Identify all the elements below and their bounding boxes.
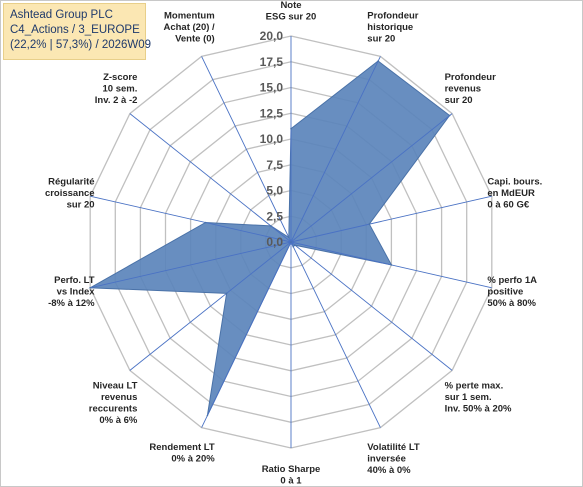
- data-point-11: [204, 221, 207, 224]
- axis-label-5: % perte max. sur 1 sem. Inv. 50% à 20%: [445, 380, 512, 414]
- data-point-0: [290, 127, 292, 130]
- tick-label-5: 12,5: [260, 106, 284, 120]
- axis-label-6-line-0: Volatilité LT: [367, 442, 420, 453]
- spoke-5: [290, 241, 453, 371]
- tick-label-8: 20,0: [260, 29, 284, 43]
- axis-label-0-line-0: Note: [280, 0, 301, 11]
- axis-label-4-line-1: positive: [487, 287, 523, 298]
- axis-label-4-line-2: 50% à 80%: [487, 298, 536, 309]
- spoke-11: [90, 195, 292, 243]
- axis-label-5-line-1: sur 1 sem.: [445, 392, 492, 403]
- axis-label-6: Volatilité LT inversée 40% à 0%: [367, 442, 420, 476]
- axis-label-9: Niveau LT revenus reccurents 0% à 6%: [89, 380, 138, 426]
- axis-label-4: % perfo 1A positive 50% à 80%: [487, 275, 537, 309]
- axis-label-1-line-1: historique: [367, 22, 413, 33]
- axis-label-9-line-2: reccurents: [89, 403, 138, 414]
- axis-label-5-line-2: Inv. 50% à 20%: [445, 403, 512, 414]
- axis-label-11: Régularité croissance sur 20: [45, 176, 95, 210]
- axis-label-11-line-1: croissance: [45, 188, 95, 199]
- axis-label-0-line-1: ESG sur 20: [266, 12, 317, 23]
- spoke-13: [201, 56, 292, 243]
- axis-label-7-line-1: 0 à 1: [280, 476, 302, 487]
- spoke-12: [129, 113, 292, 243]
- axis-label-3-line-2: 0 à 60 G€: [487, 199, 529, 210]
- axis-label-1-line-2: sur 20: [367, 34, 395, 45]
- axis-label-2-line-1: revenus: [445, 84, 481, 95]
- axis-label-4-line-0: % perfo 1A: [487, 275, 537, 286]
- spoke-10: [90, 241, 292, 289]
- axis-label-12-line-1: 10 sem.: [103, 84, 138, 95]
- axis-label-2: Profondeur revenus sur 20: [445, 72, 496, 106]
- tick-label-7: 17,5: [260, 55, 284, 69]
- data-point-6: [292, 245, 295, 248]
- axis-label-9-line-1: revenus: [101, 392, 137, 403]
- axis-label-8-line-1: 0% à 20%: [171, 454, 215, 465]
- data-point-1: [377, 60, 379, 62]
- axis-label-13-line-1: Achat (20) /: [163, 22, 215, 33]
- tick-label-0: 0,0: [266, 235, 283, 249]
- axis-label-12-line-2: Inv. 2 à -2: [95, 95, 138, 106]
- data-point-8: [206, 414, 209, 417]
- data-point-2: [448, 114, 451, 117]
- axis-label-6-line-2: 40% à 0%: [367, 465, 411, 476]
- tick-label-3: 7,5: [266, 158, 283, 172]
- data-point-10: [89, 287, 91, 289]
- axis-label-8-line-0: Rendement LT: [149, 442, 214, 453]
- spoke-1: [290, 56, 381, 243]
- tick-label-2: 5,0: [266, 184, 283, 198]
- axis-label-9-line-3: 0% à 6%: [99, 415, 138, 426]
- axis-label-13-line-2: Vente (0): [175, 34, 215, 45]
- axis-label-2-line-0: Profondeur: [445, 72, 496, 83]
- axis-label-11-line-2: sur 20: [67, 199, 95, 210]
- axis-label-3-line-1: en MdEUR: [487, 188, 535, 199]
- spoke-2: [290, 113, 453, 243]
- header-box: Ashtead Group PLC C4_Actions / 3_EUROPE …: [3, 3, 152, 60]
- axis-label-7: Ratio Sharpe 0 à 1: [262, 464, 321, 487]
- axis-label-12: Z-score 10 sem. Inv. 2 à -2: [95, 72, 138, 106]
- axis-label-1-line-0: Profondeur: [367, 11, 418, 22]
- data-point-12: [270, 225, 272, 227]
- axis-label-2-line-2: sur 20: [445, 95, 473, 106]
- axis-label-11-line-0: Régularité: [48, 176, 94, 187]
- spoke-9: [129, 241, 292, 371]
- axis-label-3: Capi. bours. en MdEUR 0 à 60 G€: [487, 176, 542, 210]
- data-point-7: [290, 241, 292, 243]
- spoke-3: [290, 195, 492, 243]
- axis-label-0: Note ESG sur 20: [266, 0, 317, 23]
- tick-label-1: 2,5: [266, 209, 283, 223]
- spoke-8: [201, 241, 292, 428]
- axis-label-10-line-1: vs Index: [57, 287, 96, 298]
- axis-label-9-line-0: Niveau LT: [93, 380, 138, 391]
- axis-label-13: Momentum Achat (20) / Vente (0): [163, 11, 215, 45]
- data-point-13: [288, 236, 290, 239]
- axis-label-10-line-2: -8% à 12%: [48, 298, 95, 309]
- axis-label-10-line-0: Perfo. LT: [54, 275, 95, 286]
- spoke-6: [290, 241, 381, 428]
- score-period: (22,2% | 57,3%) / 2026W09: [10, 39, 152, 51]
- portfolio-path: C4_Actions / 3_EUROPE: [10, 24, 140, 36]
- axis-label-10: Perfo. LT vs Index -8% à 12%: [48, 275, 95, 309]
- axis-label-13-line-0: Momentum: [164, 11, 215, 22]
- data-point-5: [294, 244, 296, 246]
- axis-label-8: Rendement LT 0% à 20%: [149, 442, 215, 465]
- axis-label-3-line-0: Capi. bours.: [487, 176, 542, 187]
- axis-label-7-line-0: Ratio Sharpe: [262, 464, 321, 475]
- data-point-9: [225, 292, 228, 295]
- data-point-4: [390, 264, 393, 266]
- axis-label-12-line-0: Z-score: [103, 72, 137, 83]
- tick-label-4: 10,0: [260, 132, 284, 146]
- data-point-3: [368, 223, 371, 225]
- company-name: Ashtead Group PLC: [10, 9, 113, 21]
- tick-label-6: 15,0: [260, 81, 284, 95]
- axis-label-6-line-1: inversée: [367, 454, 406, 465]
- axis-label-5-line-0: % perte max.: [445, 380, 504, 391]
- axis-label-1: Profondeur historique sur 20: [367, 11, 418, 45]
